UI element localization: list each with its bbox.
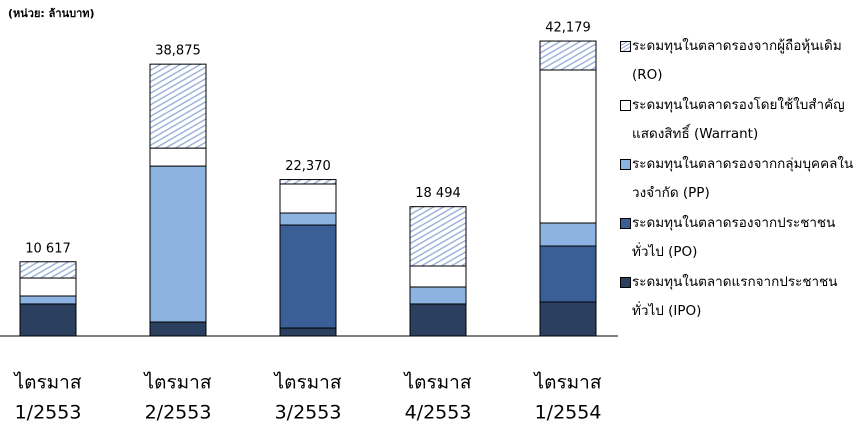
unit-label: (หน่วย: ล้านบาท) bbox=[8, 7, 95, 20]
total-label: 18 494 bbox=[415, 186, 461, 201]
x-tick-label: ไตรมาส bbox=[273, 372, 342, 394]
total-label: 38,875 bbox=[155, 44, 201, 59]
legend-swatch bbox=[620, 277, 631, 288]
bar-segment bbox=[539, 245, 597, 303]
bar-segment bbox=[539, 40, 597, 71]
x-tick-label: ไตรมาส bbox=[143, 372, 212, 394]
legend-label: ระดมทุนในตลาดรองจากผู้ถือหุ้นเดิม (RO) bbox=[632, 38, 842, 83]
x-tick-label: 1/2554 bbox=[535, 402, 602, 423]
bar-segment bbox=[279, 224, 337, 329]
bar-segment bbox=[279, 183, 337, 214]
bar-segment bbox=[149, 147, 207, 167]
total-label: 22,370 bbox=[285, 159, 331, 174]
x-tick-label: 3/2553 bbox=[275, 402, 342, 423]
legend-label: ระดมทุนในตลาดแรกจากประชาชนทั่วไป (IPO) bbox=[632, 274, 838, 319]
legend-label: ระดมทุนในตลาดรองโดยใช้ใบสำคัญแสดงสิทธิ์ … bbox=[632, 97, 845, 142]
x-tick-label: 2/2553 bbox=[145, 402, 212, 423]
bar-segment bbox=[149, 165, 207, 323]
legend-entry: ระดมทุนในตลาดรองจากประชาชนทั่วไป (PO) bbox=[620, 209, 866, 268]
bar-segment bbox=[539, 301, 597, 337]
bar-segment bbox=[539, 69, 597, 224]
legend-entry: ระดมทุนในตลาดแรกจากประชาชนทั่วไป (IPO) bbox=[620, 268, 866, 327]
legend-swatch bbox=[620, 100, 631, 111]
x-tick-label: ไตรมาส bbox=[13, 372, 82, 394]
bar-segment bbox=[19, 295, 77, 305]
legend-swatch bbox=[620, 218, 631, 229]
x-tick-label: ไตรมาส bbox=[403, 372, 472, 394]
x-tick-label: 4/2553 bbox=[405, 402, 472, 423]
legend: ระดมทุนในตลาดรองจากผู้ถือหุ้นเดิม (RO) ระ… bbox=[620, 32, 866, 327]
x-tick-label: ไตรมาส bbox=[533, 372, 602, 394]
legend-swatch bbox=[620, 41, 631, 52]
bar-segment bbox=[279, 327, 337, 337]
bar-segment bbox=[19, 303, 77, 337]
legend-label: ระดมทุนในตลาดรองจากประชาชนทั่วไป (PO) bbox=[632, 215, 836, 260]
total-label: 42,179 bbox=[545, 21, 591, 36]
bar-segment bbox=[409, 206, 467, 267]
bar-segment bbox=[279, 179, 337, 185]
bar-segment bbox=[409, 303, 467, 337]
x-tick-label: 1/2553 bbox=[15, 402, 82, 423]
bar-segment bbox=[409, 286, 467, 305]
bar-segment bbox=[149, 321, 207, 337]
bar-segment bbox=[539, 222, 597, 247]
bar-segment bbox=[19, 261, 77, 279]
legend-entry: ระดมทุนในตลาดรองจากกลุ่มบุคคลในวงจำกัด (… bbox=[620, 150, 866, 209]
bar-segment bbox=[19, 277, 77, 297]
bar-segment bbox=[279, 212, 337, 226]
legend-label: ระดมทุนในตลาดรองจากกลุ่มบุคคลในวงจำกัด (… bbox=[632, 156, 854, 201]
legend-swatch bbox=[620, 159, 631, 170]
bar-segment bbox=[149, 63, 207, 149]
bar-segment bbox=[409, 265, 467, 288]
total-label: 10 617 bbox=[25, 241, 71, 256]
legend-entry: ระดมทุนในตลาดรองจากผู้ถือหุ้นเดิม (RO) bbox=[620, 32, 866, 91]
legend-entry: ระดมทุนในตลาดรองโดยใช้ใบสำคัญแสดงสิทธิ์ … bbox=[620, 91, 866, 150]
